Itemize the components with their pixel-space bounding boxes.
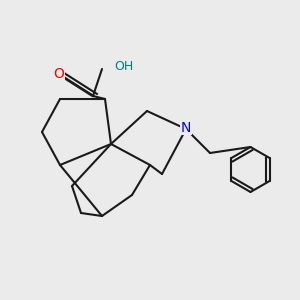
Text: N: N xyxy=(181,121,191,134)
Text: O: O xyxy=(54,67,64,80)
Text: OH: OH xyxy=(114,59,133,73)
